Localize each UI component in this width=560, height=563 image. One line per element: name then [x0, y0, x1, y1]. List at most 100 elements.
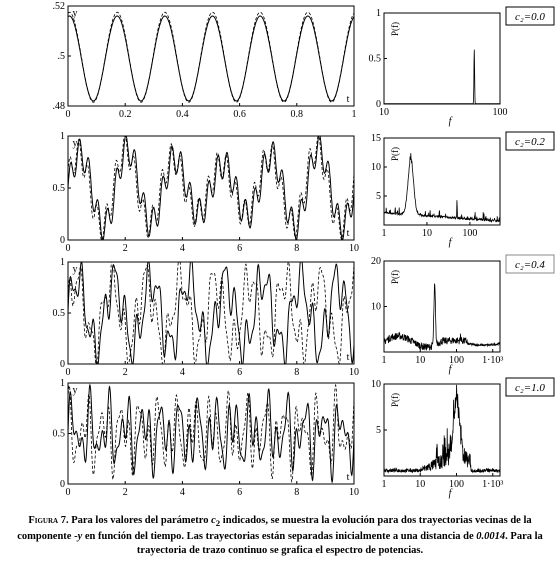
x-tick-label: 1	[382, 355, 387, 366]
y-tick-label: 0.5	[53, 429, 66, 440]
x-tick-label: 4	[180, 243, 185, 254]
y-tick-label: .5	[58, 51, 66, 62]
spectrum-frame	[383, 12, 501, 105]
caption-param-sub: 2	[215, 518, 221, 529]
series-solid-line	[67, 383, 355, 484]
series-dashed-line	[67, 11, 355, 103]
y-tick-label: .52	[53, 1, 66, 12]
x-tick-label: 100	[462, 228, 477, 239]
parameter-label: c₂=0.0	[515, 11, 545, 23]
spectrum-frame	[383, 137, 501, 226]
series-dashed-line	[67, 135, 355, 241]
x-tick-label: 1·10³	[482, 355, 503, 366]
y-tick-label: 0	[60, 479, 65, 490]
y-axis-label: y	[73, 385, 78, 396]
x-tick-label: 10	[379, 107, 389, 118]
x-tick-label: 6	[237, 367, 242, 378]
x-axis-label: f	[449, 237, 453, 248]
parameter-label: c₂=1.0	[515, 382, 545, 394]
y-tick-label: 15	[371, 133, 381, 144]
x-tick-label: 4	[180, 367, 185, 378]
x-tick-label: 0.6	[233, 109, 246, 120]
caption-distance: 0.0014	[476, 531, 506, 543]
series-solid-line	[67, 15, 355, 102]
x-tick-label: 1	[382, 479, 387, 490]
parameter-label: c₂=0.2	[515, 136, 545, 148]
parameter-box	[505, 254, 555, 274]
caption-label: Figura 7.	[28, 515, 69, 526]
spectrum-line	[383, 153, 501, 223]
x-axis-label: f	[449, 364, 453, 375]
x-tick-label: 8	[294, 367, 299, 378]
caption-text-2: indicados, se muestra la evolución para …	[17, 515, 532, 543]
y-tick-label: 5	[376, 191, 381, 202]
y-axis-label: y	[73, 138, 78, 149]
x-axis-label: t	[347, 352, 350, 363]
x-tick-label: 10	[349, 367, 359, 378]
x-axis-label: t	[347, 228, 350, 239]
series-solid-line	[67, 135, 355, 241]
caption-var: y	[77, 531, 83, 543]
caption-text-4: . Para la trayectoria de trazo continuo …	[136, 531, 543, 557]
y-axis-label: P(f)	[390, 22, 400, 36]
x-tick-label: 2	[123, 243, 128, 254]
y-tick-label: 10	[371, 379, 381, 390]
y-tick-label: 0	[60, 359, 65, 370]
caption-param: c	[211, 515, 216, 526]
x-tick-label: 0	[66, 367, 71, 378]
y-tick-label: 0.5	[369, 54, 382, 65]
y-tick-label: 0	[60, 235, 65, 246]
spectrum-line	[383, 384, 501, 474]
y-tick-label: 1	[60, 257, 65, 268]
y-tick-label: .48	[53, 101, 66, 112]
y-tick-label: 0	[376, 99, 381, 110]
spectrum-line	[383, 283, 501, 351]
series-solid-line	[67, 261, 355, 365]
x-tick-label: 2	[123, 367, 128, 378]
y-tick-label: 1	[376, 8, 381, 19]
parameter-box	[505, 377, 555, 397]
caption-text-3: en función del tiempo. Las trayectorias …	[82, 531, 477, 543]
x-tick-label: 8	[294, 487, 299, 498]
x-tick-label: 0	[66, 243, 71, 254]
x-tick-label: 1	[352, 109, 357, 120]
x-tick-label: 1	[382, 228, 387, 239]
x-tick-label: 6	[237, 487, 242, 498]
parameter-box	[505, 131, 555, 151]
x-tick-label: 100	[493, 107, 508, 118]
x-tick-label: 4	[180, 487, 185, 498]
parameter-label: c₂=0.4	[515, 259, 545, 271]
x-tick-label: 6	[237, 243, 242, 254]
x-axis-label: f	[449, 116, 453, 127]
y-tick-label: 5	[376, 425, 381, 436]
y-tick-label: 1	[60, 131, 65, 142]
x-tick-label: 100	[449, 479, 464, 490]
x-tick-label: 0.4	[176, 109, 189, 120]
x-tick-label: 2	[123, 487, 128, 498]
spectrum-line	[384, 49, 500, 104]
y-tick-label: 0.5	[53, 183, 66, 194]
y-tick-label: 10	[371, 162, 381, 173]
x-axis-label: f	[449, 488, 453, 499]
y-tick-label: 1	[60, 378, 65, 389]
y-axis-label: P(f)	[390, 147, 400, 161]
y-tick-label: 20	[371, 256, 381, 267]
y-axis-label: y	[73, 8, 78, 19]
y-tick-label: 10	[371, 302, 381, 313]
x-tick-label: 0	[66, 109, 71, 120]
x-tick-label: 10	[349, 243, 359, 254]
x-axis-label: t	[347, 94, 350, 105]
y-axis-label: P(f)	[390, 270, 400, 284]
x-tick-label: 10	[415, 355, 425, 366]
x-tick-label: 0	[66, 487, 71, 498]
series-dashed-line	[67, 261, 355, 365]
x-tick-label: 1·10³	[482, 479, 503, 490]
x-tick-label: 8	[294, 243, 299, 254]
figure-caption: Figura 7. Para los valores del parámetro…	[4, 514, 556, 558]
x-tick-label: 100	[449, 355, 464, 366]
caption-text-1: Para los valores del parámetro	[68, 515, 212, 526]
parameter-box	[505, 6, 555, 26]
x-tick-label: 0.8	[291, 109, 304, 120]
x-tick-label: 10	[349, 487, 359, 498]
x-axis-label: t	[347, 472, 350, 483]
